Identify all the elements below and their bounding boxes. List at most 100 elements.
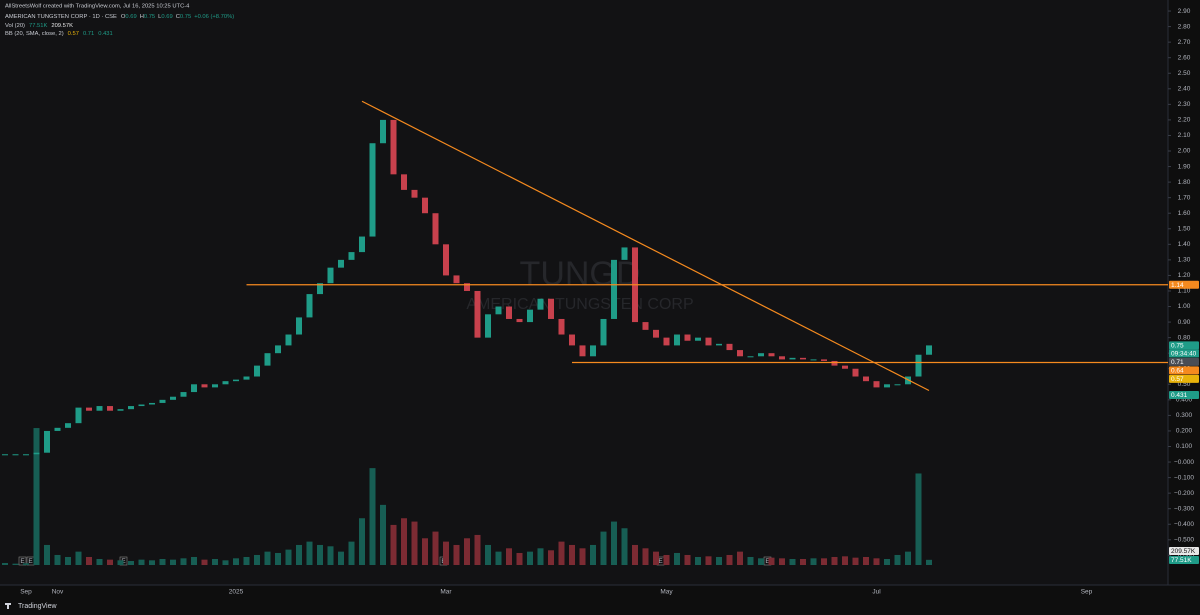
candle-body [810,359,817,361]
candle-body [684,334,691,341]
volume-bar [65,556,71,565]
candle-body [611,259,617,319]
symbol-legend: AMERICAN TUNGSTEN CORP · 1D · CSE O0.69 H0… [5,14,234,20]
x-tick-label: Sep [20,589,32,596]
plot [2,100,1168,565]
volume-bar [527,551,533,565]
candle-body [327,267,334,284]
candle-body [758,353,764,357]
x-tick-label: Nov [52,589,64,596]
attribution: AllStreetsWolf created with TradingView.… [5,4,190,10]
volume-bar [642,548,649,565]
candle-body [149,402,155,405]
y-tick-label: 0.300 [1176,412,1193,419]
candle-body [96,406,103,411]
volume-bar [212,558,218,565]
volume-bar [149,560,155,565]
volume-bar [233,558,239,565]
candle-body [390,119,397,175]
ohlc-key: L [158,14,162,20]
volume-bar [569,544,575,565]
volume-bar [884,558,890,565]
volume-bar [369,468,376,565]
candle-body [537,298,544,310]
x-tick-label: May [660,589,673,596]
brand: TradingView [18,603,57,610]
ohlc-key: C [176,14,180,20]
y-tick-label: 1.80 [1178,179,1191,186]
candle-body [2,454,8,456]
candle-body [726,343,733,351]
candle-body [495,306,502,315]
price-badge-label: 209.57K [1171,548,1196,555]
volume-bar [485,544,491,565]
volume-bar [222,560,229,565]
price-badge-label: 0.431 [1171,392,1188,399]
ohlc-value: 0.75 [180,14,191,20]
candle-body [201,384,208,388]
volume-bar [600,531,607,565]
ohlc-change: +0.06 (+8.70%) [194,14,234,20]
price-badge-label: 0.71 [1171,359,1184,366]
volume-bar [317,544,323,565]
candle-body [107,406,113,411]
volume-bar [695,556,701,565]
candle-body [170,396,176,400]
y-tick-label: 2.70 [1178,39,1191,46]
candle-body [716,343,722,346]
volume-avg: 209.57K [51,23,73,29]
y-tick-label: 1.20 [1178,272,1191,279]
candle-body [915,354,922,377]
candle-body [338,259,344,268]
volume-bar [254,554,260,565]
candle-body [159,399,166,403]
volume-bar [842,556,848,565]
candle-body [243,376,250,380]
volume-bar [537,548,544,565]
candle-body [33,452,40,455]
volume-bar [191,556,197,565]
y-tick-label: 0.100 [1176,443,1193,450]
y-tick-label: 1.50 [1178,225,1191,232]
volume-bar [275,552,281,565]
volume-bar [411,521,418,565]
price-badge-label: 77.51K [1171,557,1192,564]
volume-bar [380,504,386,565]
candle-body [674,334,680,346]
volume-value: 77.51K [29,23,48,29]
trend-line [361,100,930,392]
volume-bar [548,550,554,565]
candle-body [506,306,512,319]
volume-bar [558,541,565,565]
volume-bar [674,552,680,565]
price-badge [1169,374,1199,383]
y-tick-label: −0.100 [1174,474,1194,481]
candle-body [873,381,880,388]
y-tick-label: −0.200 [1174,490,1194,497]
candle-body [800,357,806,360]
volume-bar [474,534,481,565]
price-badge [1169,280,1199,289]
volume-bar [747,556,754,565]
candle-body [117,409,124,411]
ohlc-value: 0.69 [161,14,172,20]
candle-body [348,252,355,260]
price-badge-label: 0.75 [1171,342,1184,349]
volume-bar [201,559,208,565]
countdown-bg [1169,349,1199,358]
volume-bar [737,551,743,565]
candle-body [695,337,701,341]
y-tick-label: 2.80 [1178,23,1191,30]
volume-bar [107,559,113,565]
y-tick-label: −0.500 [1174,537,1194,544]
y-tick-label: −0.300 [1174,505,1194,512]
plot-area [0,0,1168,585]
y-tick-label: −0.400 [1174,521,1194,528]
y-tick-label: 1.40 [1178,241,1191,248]
volume-bar [621,528,628,565]
candle-body [705,337,712,346]
volume-bar [758,558,764,565]
volume-bar [684,554,691,565]
volume-bar [422,538,428,565]
candle-body [180,392,187,397]
